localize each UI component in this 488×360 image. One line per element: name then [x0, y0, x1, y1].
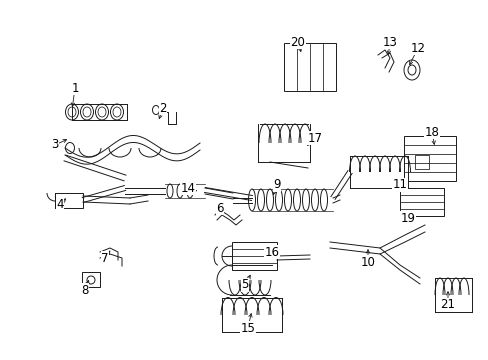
Bar	[82, 272, 100, 287]
Bar	[403, 135, 455, 180]
Ellipse shape	[275, 189, 282, 211]
Ellipse shape	[186, 184, 193, 198]
Text: 3: 3	[51, 139, 59, 152]
Ellipse shape	[98, 107, 106, 117]
Text: 7: 7	[101, 252, 108, 265]
Text: 20: 20	[290, 36, 305, 49]
Ellipse shape	[320, 189, 327, 211]
Ellipse shape	[311, 189, 318, 211]
Ellipse shape	[81, 104, 93, 120]
Ellipse shape	[302, 189, 309, 211]
Text: 19: 19	[400, 211, 415, 225]
Bar	[55, 193, 83, 208]
Ellipse shape	[65, 104, 79, 120]
Ellipse shape	[284, 189, 291, 211]
Ellipse shape	[293, 189, 300, 211]
Text: 21: 21	[440, 298, 454, 311]
Text: 8: 8	[81, 284, 88, 297]
Ellipse shape	[95, 104, 108, 120]
Text: 12: 12	[409, 41, 425, 54]
Text: 4: 4	[56, 198, 63, 211]
Ellipse shape	[83, 107, 91, 117]
Text: 14: 14	[180, 181, 195, 194]
Text: 2: 2	[159, 102, 166, 114]
Ellipse shape	[407, 65, 415, 75]
Ellipse shape	[403, 60, 419, 80]
Bar	[399, 188, 443, 216]
Ellipse shape	[257, 189, 264, 211]
Text: 17: 17	[307, 131, 322, 144]
Ellipse shape	[266, 189, 273, 211]
Text: 13: 13	[382, 36, 397, 49]
Bar	[231, 242, 276, 270]
Ellipse shape	[177, 184, 183, 198]
Ellipse shape	[248, 189, 255, 211]
Ellipse shape	[87, 276, 95, 284]
Text: 15: 15	[240, 321, 255, 334]
Ellipse shape	[152, 105, 159, 114]
Bar	[284, 43, 335, 91]
Text: 9: 9	[273, 179, 280, 192]
Text: 10: 10	[360, 256, 375, 269]
Text: 18: 18	[424, 126, 439, 139]
Ellipse shape	[110, 104, 123, 120]
Text: 16: 16	[264, 246, 279, 258]
Ellipse shape	[113, 107, 121, 117]
Text: 11: 11	[392, 179, 407, 192]
Ellipse shape	[167, 184, 173, 198]
Text: 6: 6	[216, 202, 224, 215]
Ellipse shape	[65, 143, 74, 153]
Ellipse shape	[68, 107, 76, 117]
Bar	[414, 155, 428, 169]
Text: 5: 5	[241, 279, 248, 292]
Text: 1: 1	[71, 81, 79, 94]
